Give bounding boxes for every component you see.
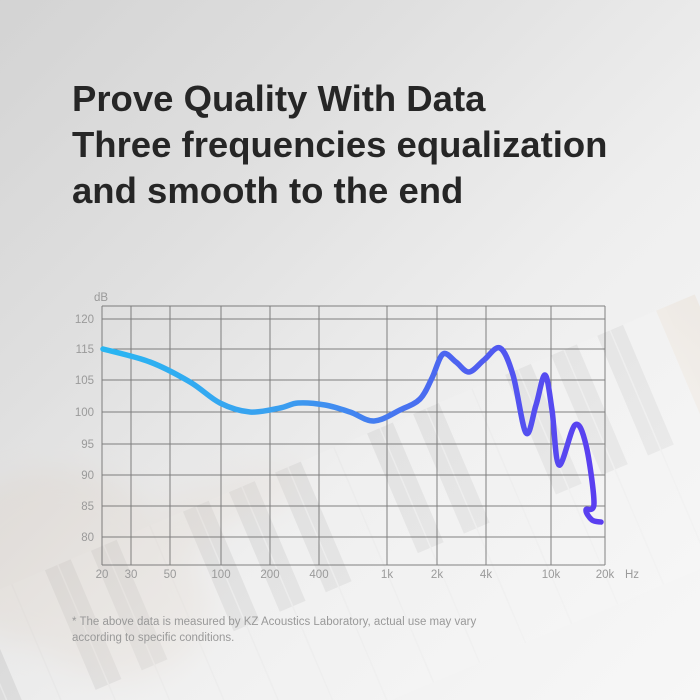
svg-text:dB: dB	[94, 292, 108, 304]
svg-text:200: 200	[260, 569, 279, 581]
svg-text:400: 400	[309, 569, 328, 581]
svg-text:30: 30	[125, 569, 138, 581]
svg-text:115: 115	[76, 344, 94, 356]
svg-text:10k: 10k	[542, 569, 561, 581]
svg-text:4k: 4k	[480, 569, 492, 581]
svg-text:120: 120	[75, 314, 94, 326]
svg-text:20k: 20k	[596, 569, 615, 581]
svg-text:100: 100	[211, 569, 230, 581]
svg-text:2k: 2k	[431, 569, 443, 581]
svg-text:95: 95	[81, 439, 94, 451]
svg-text:90: 90	[81, 470, 94, 482]
svg-text:50: 50	[164, 569, 177, 581]
svg-text:85: 85	[81, 501, 94, 513]
svg-text:100: 100	[75, 407, 94, 419]
svg-text:Hz: Hz	[625, 569, 639, 581]
svg-text:1k: 1k	[381, 569, 393, 581]
svg-text:80: 80	[81, 532, 94, 544]
svg-text:105: 105	[75, 375, 94, 387]
svg-text:20: 20	[96, 569, 109, 581]
